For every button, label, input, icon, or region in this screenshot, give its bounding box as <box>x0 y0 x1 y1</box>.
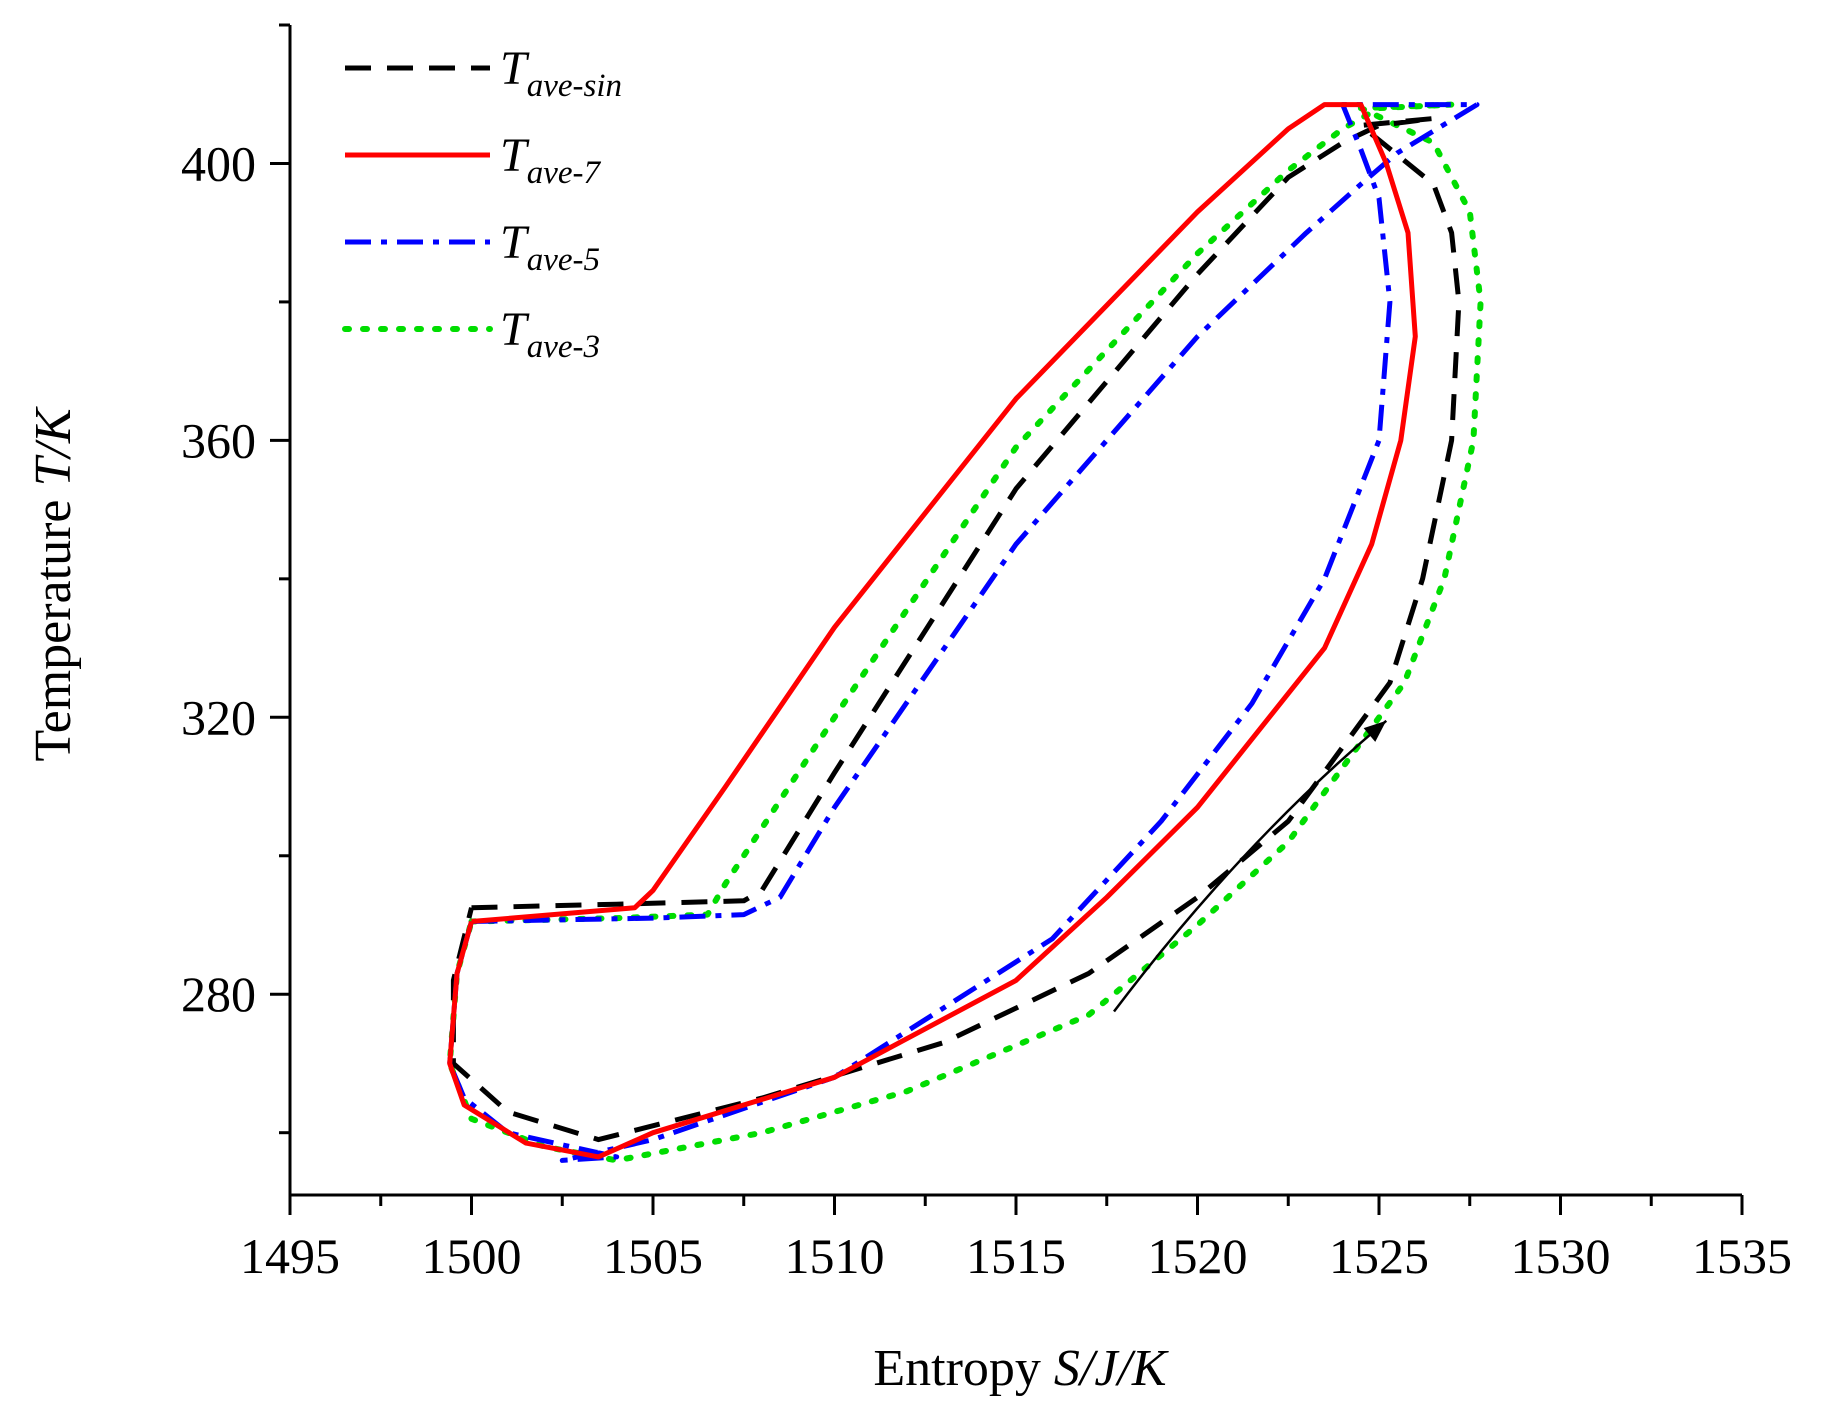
legend-label-ave-7: Tave-7 <box>500 129 601 191</box>
series-line-ave-5 <box>447 102 1480 1163</box>
legend-label-ave-sin: Tave-sin <box>500 42 622 104</box>
axes-layer <box>288 25 1742 1197</box>
direction-arrow-shaft <box>1113 719 1388 1013</box>
x-tick-label: 1505 <box>603 1228 703 1284</box>
x-tick-label: 1515 <box>966 1228 1066 1284</box>
direction-arrow-head <box>1363 720 1387 742</box>
x-tick-label: 1525 <box>1329 1228 1429 1284</box>
y-tick-label: 400 <box>181 135 256 191</box>
x-tick-label: 1535 <box>1692 1228 1792 1284</box>
x-tick-label: 1530 <box>1511 1228 1611 1284</box>
x-axis-label-prefix: Entropy <box>873 1340 1054 1397</box>
series-line-ave-7 <box>447 102 1418 1160</box>
series-line-ave-sin <box>450 116 1462 1143</box>
x-axis-label: Entropy S/J/K <box>873 1340 1169 1397</box>
y-tick-label: 280 <box>181 966 256 1022</box>
y-axis-label-unit: T/K <box>25 406 82 486</box>
annotation-layer <box>1113 719 1388 1013</box>
y-axis-label: Temperature T/K <box>25 406 82 761</box>
x-tick-label: 1510 <box>785 1228 885 1284</box>
y-tick-label: 320 <box>181 689 256 745</box>
x-tick-label: 1500 <box>422 1228 522 1284</box>
y-tick-label: 360 <box>181 412 256 468</box>
legend: Tave-sin Tave-7 Tave-5 Tave-3 <box>342 42 622 365</box>
legend-label-ave-5: Tave-5 <box>500 216 600 278</box>
x-axis-label-unit: S/J/K <box>1054 1340 1169 1397</box>
legend-label-ave-3: Tave-3 <box>500 303 600 365</box>
series-line-ave-3 <box>446 101 1484 1164</box>
x-tick-label: 1520 <box>1148 1228 1248 1284</box>
x-tick-label: 1495 <box>240 1228 340 1284</box>
y-axis-label-prefix: Temperature <box>25 487 82 762</box>
series-layer <box>446 101 1484 1164</box>
